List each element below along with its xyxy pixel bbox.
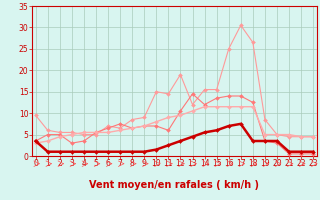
X-axis label: Vent moyen/en rafales ( km/h ): Vent moyen/en rafales ( km/h ) (89, 180, 260, 190)
